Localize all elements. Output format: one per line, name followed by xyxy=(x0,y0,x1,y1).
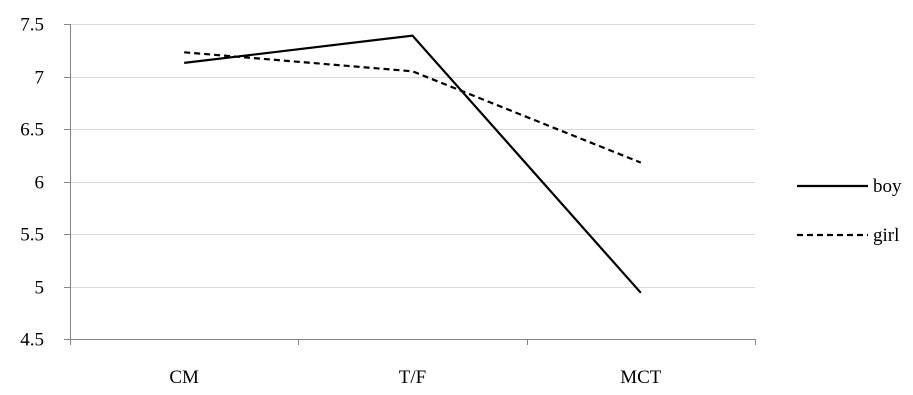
series-lines xyxy=(184,34,642,294)
y-tick-label: 6.5 xyxy=(20,120,44,141)
legend-label-boy: boy xyxy=(873,176,902,197)
series-line-girl xyxy=(184,51,642,164)
y-tick-label: 7 xyxy=(35,68,45,89)
gridlines xyxy=(70,24,755,288)
x-tick-label: MCT xyxy=(620,367,662,388)
y-tick-label: 7.5 xyxy=(20,15,44,36)
axes: 4.5 5 5.5 6 6.5 7 7.5 CM T/F MCT xyxy=(20,15,756,388)
y-tick-label: 5.5 xyxy=(20,225,44,246)
legend: boy girl xyxy=(797,176,902,246)
series-line-boy xyxy=(184,34,642,294)
legend-label-girl: girl xyxy=(873,225,899,246)
x-tick-label: T/F xyxy=(399,367,426,388)
y-tick-label: 4.5 xyxy=(20,330,44,351)
y-tick-label: 5 xyxy=(35,278,45,299)
x-tick-label: CM xyxy=(169,367,199,388)
y-tick-label: 6 xyxy=(35,173,45,194)
